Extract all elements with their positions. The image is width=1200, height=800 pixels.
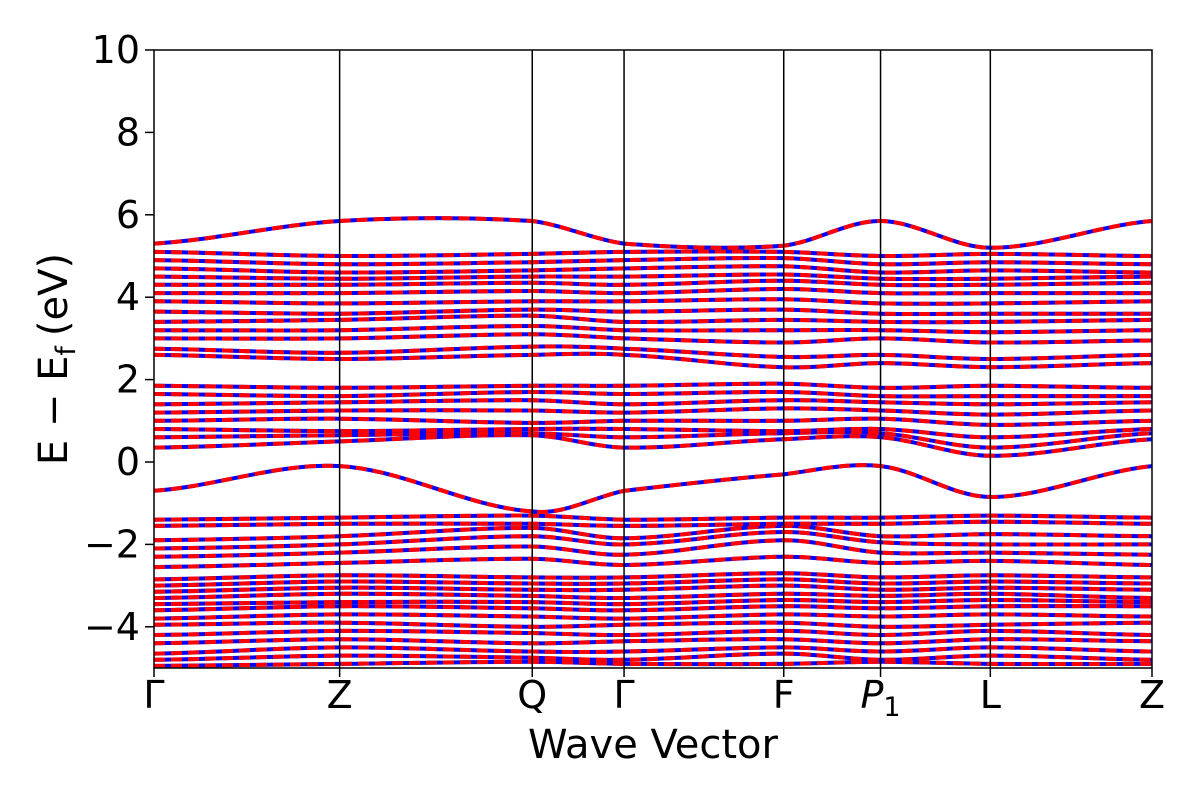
y-axis-title: E − Ef (eV) bbox=[31, 253, 82, 465]
band-line-red bbox=[154, 538, 1152, 559]
x-tick-label: Γ bbox=[613, 673, 634, 717]
y-axis-title-sub: f bbox=[51, 345, 82, 356]
y-axis-title-unit: (eV) bbox=[31, 253, 77, 336]
x-axis-title: Wave Vector bbox=[528, 722, 779, 768]
y-tick-label: 2 bbox=[116, 358, 140, 402]
x-tick-label: F bbox=[773, 673, 795, 717]
y-tick-label: 0 bbox=[116, 440, 140, 484]
y-axis-title-main: E − E bbox=[31, 356, 77, 466]
bands-layer bbox=[154, 216, 1152, 668]
y-tick-label: 8 bbox=[116, 110, 140, 154]
y-tick-label: 6 bbox=[116, 193, 140, 237]
band-line-blue bbox=[154, 216, 1152, 250]
x-tick-label: Γ bbox=[143, 673, 164, 717]
y-tick-label: −2 bbox=[84, 522, 140, 566]
kpoint-lines bbox=[338, 50, 992, 668]
band-line-red bbox=[154, 529, 1152, 551]
x-tick-label: L bbox=[980, 673, 1001, 717]
y-tick-label: −4 bbox=[84, 605, 140, 649]
band-line-red bbox=[154, 433, 1152, 458]
x-tick-label: Z bbox=[1139, 673, 1165, 717]
y-axis: −4 −2 0 2 4 6 8 10 bbox=[84, 28, 154, 649]
band-line-red bbox=[154, 523, 1152, 543]
x-tick-label: Z bbox=[327, 673, 353, 717]
band-line-blue bbox=[154, 463, 1152, 515]
y-tick-label: 4 bbox=[116, 275, 140, 319]
x-tick-label: Q bbox=[517, 673, 547, 717]
y-tick-label: 10 bbox=[92, 28, 140, 72]
x-tick-label: P1 bbox=[860, 673, 900, 723]
x-axis: Γ Z Q Γ F P1 L Z bbox=[143, 668, 1165, 723]
plot-frame bbox=[153, 49, 1153, 669]
